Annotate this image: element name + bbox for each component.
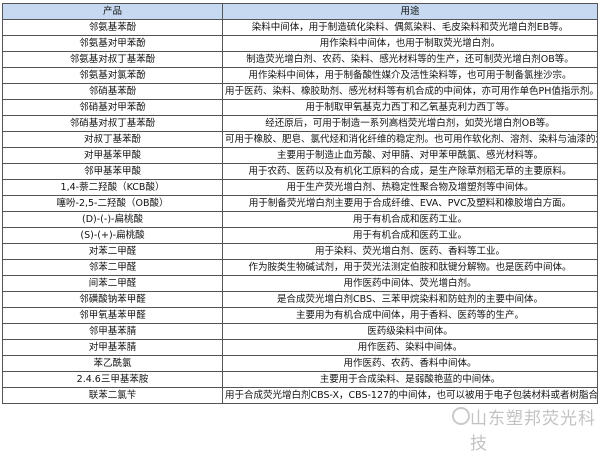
usage-cell: 是合成荧光增白剂CBS、三苯甲烷染料和防蛀剂的主要中间体。 (222, 291, 598, 308)
usage-cell: 制造荧光增白剂、农药、染料、感光材料等的生产，还可制荧光增白剂OB等。 (222, 51, 598, 68)
usage-cell: 用作医药中间体、荧光增白剂。 (222, 275, 598, 292)
product-cell: 1,4-萘二羟酸（KCB酸） (2, 179, 223, 196)
table-header-row: 产品 用途 (2, 3, 598, 20)
usage-cell: 用于医药、染料、橡胶助剂、感光材料等有机合成的中间体，亦可用作单色PH值指示剂。 (222, 83, 598, 100)
table-row: 噻吩-2,5-二羟酸（OB酸） 用于制备荧光增白剂主要用于合成纤维、EVA、PVC… (2, 195, 598, 212)
product-cell: 对甲基苯甲酸 (2, 147, 223, 164)
table-row: 邻氨基苯酚 染料中间体，用于制造硫化染料、偶氮染料、毛皮染料和荧光增白剂EB等。 (2, 19, 598, 36)
product-cell: 间苯二甲醛 (2, 275, 223, 292)
usage-cell: 用于合成荧光增白剂CBS-X，CBS-127的中间体，也可以被用于电子包装材料或… (222, 387, 598, 404)
watermark-logo-icon (452, 407, 470, 425)
product-cell: 对苯二甲醛 (2, 243, 223, 260)
product-cell: 邻甲氧基苯甲醛 (2, 307, 223, 324)
table-row: 间苯二甲醛 用作医药中间体、荧光增白剂。 (2, 275, 598, 292)
usage-cell: 用于有机合成和医药工业。 (222, 227, 598, 244)
product-cell: 对叔丁基苯酚 (2, 131, 223, 148)
table-row: (S)-(+)-扁桃酸 用于有机合成和医药工业。 (2, 227, 598, 244)
usage-cell: 主要用于合成染料、是弱酸艳蓝的中间体。 (222, 371, 598, 388)
product-cell: (S)-(+)-扁桃酸 (2, 227, 223, 244)
product-cell: 邻氨基对氯苯酚 (2, 67, 223, 84)
product-cell: 邻磺酸钠苯甲醛 (2, 291, 223, 308)
product-cell: 邻苯二甲醛 (2, 259, 223, 276)
usage-cell: 用于制取甲氧基克力西丁和乙氧基克利力西丁等。 (222, 99, 598, 116)
usage-cell: 用作医药、染料中间体。 (222, 339, 598, 356)
product-cell: (D)-(-)-扁桃酸 (2, 211, 223, 228)
header-product: 产品 (2, 3, 223, 20)
product-cell: 噻吩-2,5-二羟酸（OB酸） (2, 195, 223, 212)
product-cell: 苯乙酰氯 (2, 355, 223, 372)
table-row: 邻磺酸钠苯甲醛 是合成荧光增白剂CBS、三苯甲烷染料和防蛀剂的主要中间体。 (2, 291, 598, 308)
usage-cell: 用于染料、荧光增白剂、医药、香料等工业。 (222, 243, 598, 260)
product-cell: 邻硝基对甲苯酚 (2, 99, 223, 116)
table-row: 邻氨基对叔丁基苯酚 制造荧光增白剂、农药、染料、感光材料等的生产，还可制荧光增白剂… (2, 51, 598, 68)
usage-cell: 用作染料中间体，也用于制取荧光增白剂。 (222, 35, 598, 52)
product-cell: 邻氨基对叔丁基苯酚 (2, 51, 223, 68)
watermark: 山东塑邦荧光科技 (470, 409, 596, 454)
usage-cell: 作为胺类生物碱试剂，用于荧光法测定伯胺和肽键分解物。也是医药中间体。 (222, 259, 598, 276)
table-row: 邻甲基苯甲酸 用于农药、医药以及有机化工原料的合成，是生产除草剂稻无草的主要原料。 (2, 163, 598, 180)
usage-cell: 用于有机合成和医药工业。 (222, 211, 598, 228)
table-row: 1,4-萘二羟酸（KCB酸） 用于生产荧光增白剂、热稳定性聚合物及增塑剂等中间体。 (2, 179, 598, 196)
product-cell: 对甲基苯腈 (2, 339, 223, 356)
table-row: 邻氨基对甲苯酚 用作染料中间体，也用于制取荧光增白剂。 (2, 35, 598, 52)
table-row: 对苯二甲醛 用于染料、荧光增白剂、医药、香料等工业。 (2, 243, 598, 260)
table-row: 邻硝基对叔丁基苯酚 经还原后，可用于制造一系列高档荧光增白剂，如荧光增白剂OB等。 (2, 115, 598, 132)
table-row: 邻甲氧基苯甲醛 主要用为有机合成中间体，用于香料、医药等的生产。 (2, 307, 598, 324)
usage-cell: 医药级染料中间体。 (222, 323, 598, 340)
table-row: 对叔丁基苯酚 可用于橡胶、肥皂、氯代烃和消化纤维的稳定剂。也可用作软化剂、溶剂、染… (2, 131, 598, 148)
table-row: (D)-(-)-扁桃酸 用于有机合成和医药工业。 (2, 211, 598, 228)
product-cell: 联苯二氯苄 (2, 387, 223, 404)
table-row: 邻氨基对氯苯酚 用作染料中间体，用于制备酸性媒介及活性染料等，也可用于制备氯挫沙宗… (2, 67, 598, 84)
usage-cell: 用于制备荧光增白剂主要用于合成纤维、EVA、PVC及塑料和橡胶增白方面。 (222, 195, 598, 212)
table-row: 苯乙酰氯 用作医药、农药、香料中间体。 (2, 355, 598, 372)
usage-cell: 染料中间体，用于制造硫化染料、偶氮染料、毛皮染料和荧光增白剂EB等。 (222, 19, 598, 36)
usage-cell: 主要用于制造止血芳酸、对甲腈、对甲苯甲酰氯、感光材料等。 (222, 147, 598, 164)
product-cell: 邻甲基苯腈 (2, 323, 223, 340)
table-row: 对甲基苯甲酸 主要用于制造止血芳酸、对甲腈、对甲苯甲酰氯、感光材料等。 (2, 147, 598, 164)
usage-cell: 用于农药、医药以及有机化工原料的合成，是生产除草剂稻无草的主要原料。 (222, 163, 598, 180)
usage-cell: 用作医药、农药、香料中间体。 (222, 355, 598, 372)
product-cell: 邻甲基苯甲酸 (2, 163, 223, 180)
product-usage-table: 产品 用途 邻氨基苯酚 染料中间体，用于制造硫化染料、偶氮染料、毛皮染料和荧光增白… (2, 3, 598, 404)
usage-cell: 可用于橡胶、肥皂、氯代烃和消化纤维的稳定剂。也可用作软化剂、溶剂、染料与油漆的添… (222, 131, 598, 148)
usage-cell: 用作染料中间体，用于制备酸性媒介及活性染料等，也可用于制备氯挫沙宗。 (222, 67, 598, 84)
product-cell: 邻氨基对甲苯酚 (2, 35, 223, 52)
table-row: 邻硝基对甲苯酚 用于制取甲氧基克力西丁和乙氧基克利力西丁等。 (2, 99, 598, 116)
table-row: 对甲基苯腈 用作医药、染料中间体。 (2, 339, 598, 356)
header-usage: 用途 (222, 3, 598, 20)
table-row: 联苯二氯苄 用于合成荧光增白剂CBS-X，CBS-127的中间体，也可以被用于电子… (2, 387, 598, 404)
table-row: 2.4.6三甲基苯胺 主要用于合成染料、是弱酸艳蓝的中间体。 (2, 371, 598, 388)
product-cell: 2.4.6三甲基苯胺 (2, 371, 223, 388)
table-row: 邻硝基苯酚 用于医药、染料、橡胶助剂、感光材料等有机合成的中间体，亦可用作单色PH… (2, 83, 598, 100)
product-cell: 邻硝基对叔丁基苯酚 (2, 115, 223, 132)
usage-cell: 经还原后，可用于制造一系列高档荧光增白剂，如荧光增白剂OB等。 (222, 115, 598, 132)
table-row: 邻甲基苯腈 医药级染料中间体。 (2, 323, 598, 340)
product-cell: 邻硝基苯酚 (2, 83, 223, 100)
table-row: 邻苯二甲醛 作为胺类生物碱试剂，用于荧光法测定伯胺和肽键分解物。也是医药中间体。 (2, 259, 598, 276)
usage-cell: 主要用为有机合成中间体，用于香料、医药等的生产。 (222, 307, 598, 324)
usage-cell: 用于生产荧光增白剂、热稳定性聚合物及增塑剂等中间体。 (222, 179, 598, 196)
product-cell: 邻氨基苯酚 (2, 19, 223, 36)
